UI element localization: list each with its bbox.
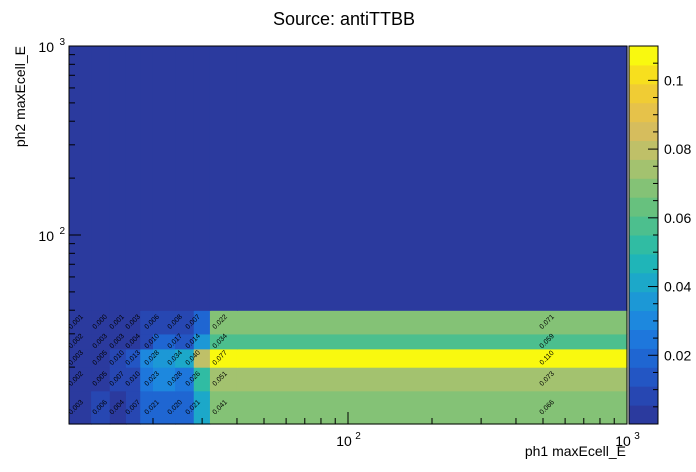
colorbar-swatch: [629, 272, 658, 293]
y-tick-exponent: 3: [59, 37, 65, 48]
heatmap-cell: [140, 390, 154, 425]
heatmap-cell: [140, 310, 154, 335]
colorbar-swatch: [629, 348, 658, 368]
colorbar-swatch: [629, 405, 658, 425]
heatmap-cell: [109, 367, 127, 392]
colorbar-swatch: [629, 386, 658, 406]
heatmap-cell: [152, 333, 176, 350]
heatmap-cell: [209, 46, 238, 311]
colorbar-swatch: [629, 121, 658, 141]
heatmap-cell: [175, 348, 195, 368]
heatmap-cell: [193, 348, 211, 368]
heatmap-cell: [125, 310, 141, 335]
axes: 10 2 10 310 210 3: [38, 37, 640, 449]
heatmap-cell: [109, 310, 127, 335]
heatmap-cell: [69, 367, 92, 392]
heatmap-cell: [69, 46, 92, 311]
heatmap-cell: [91, 333, 111, 350]
heatmap-cell: [175, 367, 195, 392]
heatmap-cell: [175, 333, 195, 350]
heatmap-cell: [152, 390, 176, 425]
heatmap-cell: [236, 333, 628, 350]
heatmap-cell: [209, 348, 238, 368]
colorbar-tick-label: 0.04: [664, 279, 691, 295]
colorbar-swatch: [629, 291, 658, 312]
colorbar-tick-label: 0.08: [664, 141, 691, 157]
colorbar-tick-label: 0.02: [664, 347, 691, 363]
colorbar-swatch: [629, 178, 658, 198]
heatmap-cell: [125, 333, 141, 350]
colorbar-swatch: [629, 253, 658, 274]
heatmap-cell: [209, 333, 238, 350]
heatmap-cell: [109, 46, 127, 311]
heatmap-cell: [125, 390, 141, 425]
heatmap-cell: [125, 367, 141, 392]
heatmap-cell: [236, 310, 628, 335]
colorbar-swatch: [629, 310, 658, 330]
heatmap-cell: [193, 367, 211, 392]
heatmap-cell: [109, 348, 127, 368]
heatmap-cell: [69, 310, 92, 335]
colorbar-swatch: [629, 102, 658, 123]
y-tick-exponent: 2: [59, 226, 65, 237]
colorbar-swatch: [629, 216, 658, 236]
chart-title: Source: antiTTBB: [273, 9, 415, 29]
heatmap-cell: [209, 390, 238, 425]
colorbar-swatch: [629, 235, 658, 255]
heatmap-cell: [140, 333, 154, 350]
heatmap-cell: [193, 310, 211, 335]
heatmap-cell: [152, 46, 176, 311]
y-tick-label: 10: [38, 39, 54, 55]
x-axis-label: ph1 maxEcell_E: [525, 443, 626, 459]
colorbar-tick-label: 0.1: [664, 72, 684, 88]
heatmap-cell: [109, 390, 127, 425]
heatmap-cell: [175, 46, 195, 311]
y-axis-label: ph2 maxEcell_E: [12, 46, 28, 147]
heatmap-cell: [175, 390, 195, 425]
heatmap-cell: [152, 348, 176, 368]
heatmap-cell: [152, 310, 176, 335]
heatmap-cell: [140, 348, 154, 368]
heatmap-cell: [69, 348, 92, 368]
heatmap-cell: [152, 367, 176, 392]
colorbar-swatch: [629, 159, 658, 179]
heatmap-cell: [125, 348, 141, 368]
colorbar-tick-label: 0.06: [664, 210, 691, 226]
colorbar-swatch: [629, 140, 658, 160]
heatmap-cell: [91, 367, 111, 392]
heatmap-cell: [236, 46, 628, 311]
heatmap-cell: [209, 310, 238, 335]
heatmap-cell: [236, 367, 628, 392]
colorbar-swatch: [629, 83, 658, 104]
y-tick-label: 10: [38, 228, 54, 244]
heatmap-cell: [109, 333, 127, 350]
heatmap-cell: [69, 390, 92, 425]
heatmap-cell: [140, 367, 154, 392]
x-tick-exponent: 2: [355, 431, 361, 442]
heatmap-cell: [91, 46, 111, 311]
x-tick-label: 10: [615, 433, 631, 449]
colorbar-swatch: [629, 367, 658, 387]
heatmap-cell: [91, 310, 111, 335]
heatmap-cell: [69, 333, 92, 350]
heatmap-cell: [125, 46, 141, 311]
heatmap-cell: [193, 46, 211, 311]
heatmap-cells: [69, 46, 628, 425]
colorbar-swatch: [629, 197, 658, 217]
heatmap-cell: [175, 310, 195, 335]
colorbar: 0.02 0.04 0.06 0.08 0.1: [628, 45, 691, 425]
heatmap-cell: [91, 390, 111, 425]
heatmap-cell: [209, 367, 238, 392]
x-tick-exponent: 3: [634, 431, 640, 442]
heatmap-cell: [236, 348, 628, 368]
heatmap-cell: [193, 390, 211, 425]
colorbar-swatch: [629, 46, 658, 66]
heatmap-cell: [140, 46, 154, 311]
colorbar-swatch: [629, 329, 658, 349]
heatmap-cell: [91, 348, 111, 368]
heatmap-cell: [193, 333, 211, 350]
x-tick-label: 10: [336, 433, 352, 449]
colorbar-swatch: [629, 64, 658, 85]
